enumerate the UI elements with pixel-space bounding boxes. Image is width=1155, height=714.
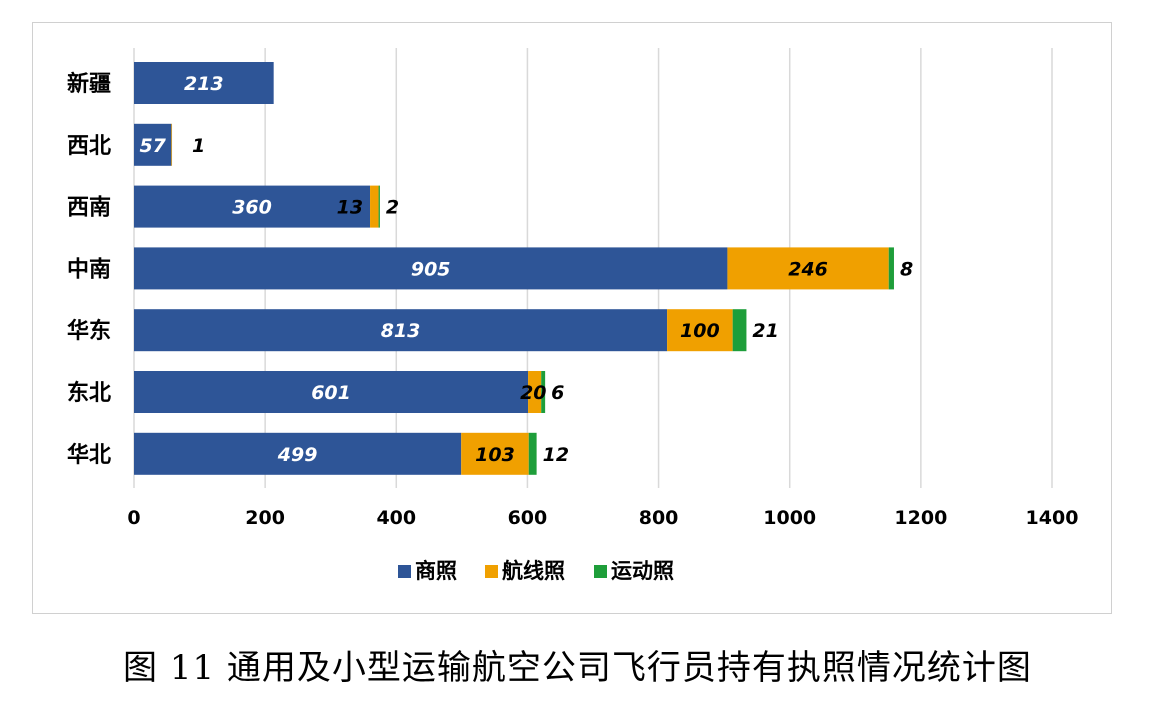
- data-label: 21: [752, 320, 778, 342]
- x-tick-label: 1200: [894, 507, 947, 529]
- bar-segment-shangzhao: [134, 62, 274, 104]
- bar-segment-hangxianzhao: [727, 247, 889, 290]
- data-label: 1: [192, 135, 205, 157]
- x-tick-label: 400: [376, 507, 416, 529]
- legend-swatch: [594, 565, 607, 578]
- data-label: 100: [680, 320, 720, 342]
- data-label: 12: [543, 444, 569, 466]
- bar-segment-shangzhao: [134, 309, 668, 352]
- x-tick-label: 800: [639, 507, 679, 529]
- bar-segment-yundongzhao: [378, 185, 380, 228]
- legend-swatch: [485, 565, 498, 578]
- bar-segment-yundongzhao: [528, 432, 537, 475]
- x-tick-label: 200: [245, 507, 285, 529]
- category-label: 东北: [67, 380, 111, 406]
- data-label: 360: [232, 197, 272, 219]
- legend-label: 航线照: [502, 558, 565, 583]
- category-label: 西南: [67, 195, 111, 221]
- bar-segment-shangzhao: [134, 123, 172, 166]
- category-label: 西北: [67, 133, 111, 159]
- legend-label: 运动照: [611, 558, 674, 583]
- data-label: 20: [520, 382, 546, 404]
- data-label: 6: [551, 382, 564, 404]
- bar-segment-hangxianzhao: [667, 309, 733, 352]
- category-label: 华北: [67, 442, 111, 468]
- bar-segment-hangxianzhao: [171, 123, 173, 166]
- bar-segment-yundongzhao: [541, 371, 546, 413]
- data-label: 499: [277, 444, 318, 466]
- data-label: 213: [184, 73, 224, 95]
- data-label: 8: [900, 258, 913, 280]
- legend-label: 商照: [415, 558, 457, 583]
- data-label: 103: [475, 444, 515, 466]
- bar-segment-shangzhao: [134, 432, 462, 475]
- bar-segment-shangzhao: [134, 371, 529, 413]
- bar-segment-yundongzhao: [888, 247, 894, 290]
- data-label: 813: [381, 320, 421, 342]
- category-label: 新疆: [67, 71, 111, 97]
- data-label: 2: [386, 197, 399, 219]
- bar-segment-shangzhao: [134, 185, 371, 228]
- x-tick-label: 1400: [1026, 507, 1079, 529]
- data-label: 905: [411, 258, 451, 280]
- data-label: 601: [311, 382, 351, 404]
- bar-segment-hangxianzhao: [461, 432, 529, 475]
- x-tick-label: 600: [508, 507, 548, 529]
- category-label: 华东: [67, 318, 111, 344]
- category-label: 中南: [67, 256, 111, 282]
- data-label: 57: [139, 135, 166, 157]
- legend-swatch: [398, 565, 411, 578]
- x-tick-label: 0: [127, 507, 140, 529]
- x-tick-label: 1000: [763, 507, 816, 529]
- data-label: 13: [337, 197, 363, 219]
- bar-segment-shangzhao: [134, 247, 728, 290]
- figure-caption: 图 11 通用及小型运输航空公司飞行员持有执照情况统计图: [123, 648, 1032, 688]
- bar-segment-yundongzhao: [732, 309, 747, 352]
- bar-segment-hangxianzhao: [528, 371, 542, 413]
- bar-segment-hangxianzhao: [370, 185, 379, 228]
- data-label: 246: [788, 258, 828, 280]
